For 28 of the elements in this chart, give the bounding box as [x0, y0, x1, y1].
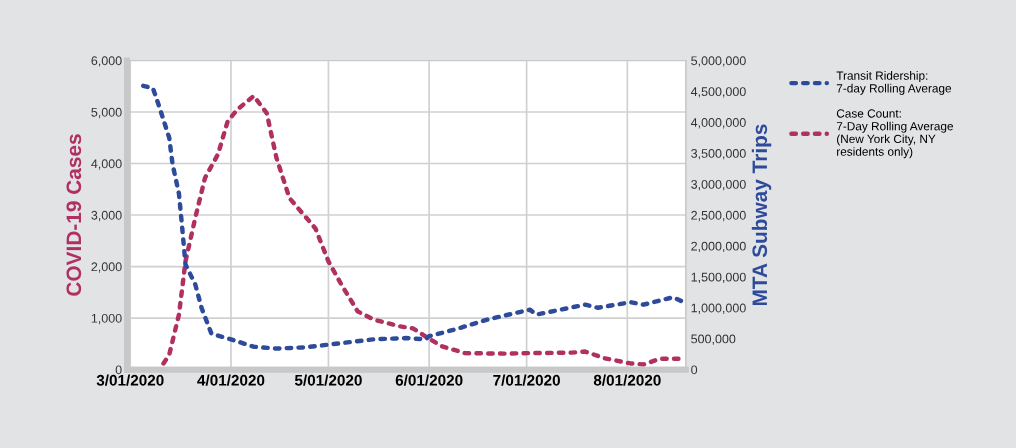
legend-label: Case Count: 7-Day Rolling Average (New York City, NY residents only): [836, 109, 954, 159]
y-tick-label: 6,000: [91, 56, 122, 67]
y2-tick-label: 2,000,000: [691, 241, 746, 253]
y-axis-title: COVID-19 Cases: [66, 134, 82, 296]
y2-tick-label: 3,500,000: [691, 149, 746, 160]
x-tick-label: 3/01/2020: [96, 374, 164, 386]
y2-tick-label: 4,500,000: [690, 87, 746, 98]
y2-tick-label: 1,500,000: [691, 272, 746, 283]
y-tick-label: 4,000: [91, 159, 122, 170]
x-tick-label: 4/01/2020: [197, 374, 265, 386]
y2-tick-label: 4,000,000: [690, 118, 746, 129]
y2-tick-label: 3,000,000: [691, 179, 746, 191]
y2-tick-label: 1,000,000: [691, 303, 746, 314]
x-tick-label: 5/01/2020: [294, 374, 362, 386]
y2-axis-title: MTA Subway Trips: [751, 124, 772, 306]
y2-tick-label: 0: [691, 365, 698, 375]
y-tick-label: 0: [115, 365, 122, 375]
y-tick-label: 2,000: [91, 262, 122, 273]
y2-tick-label: 2,500,000: [691, 210, 746, 222]
y2-tick-label: 5,000,000: [691, 56, 746, 67]
y-tick-label: 3,000: [91, 210, 122, 222]
y-tick-label: 1,000: [91, 313, 122, 325]
y2-tick-label: 500,000: [691, 334, 736, 345]
x-tick-label: 7/01/2020: [493, 374, 560, 386]
y-tick-label: 5,000: [91, 107, 122, 119]
x-tick-label: 6/01/2020: [395, 374, 463, 386]
x-tick-label: 8/01/2020: [593, 374, 661, 386]
legend-label: Transit Ridership: 7-day Rolling Average: [836, 71, 952, 95]
